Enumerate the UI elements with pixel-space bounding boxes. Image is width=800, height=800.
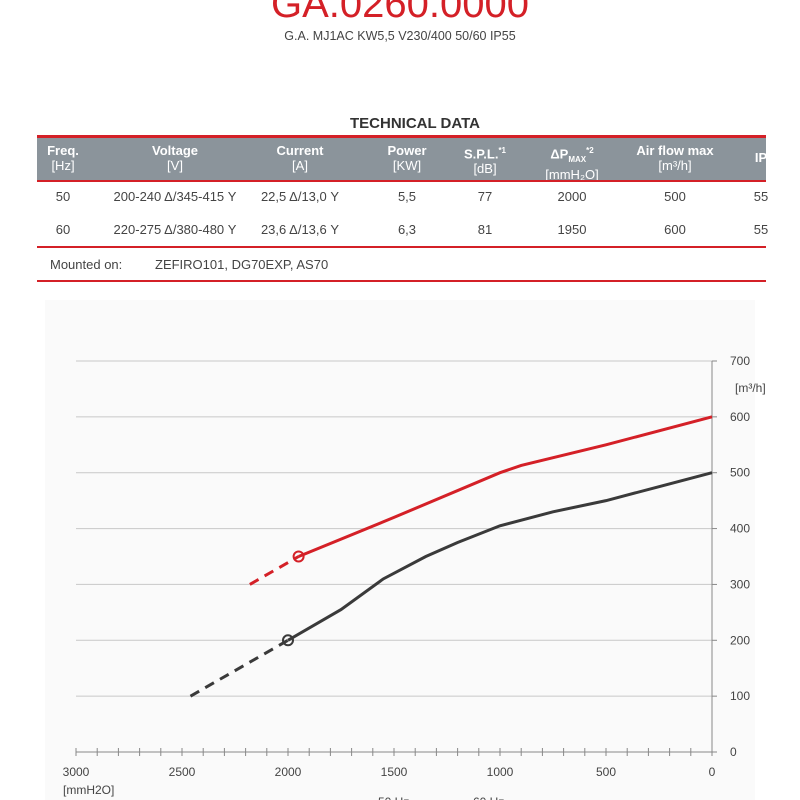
- table-cell: 500: [664, 189, 686, 204]
- table-cell: 6,3: [397, 222, 417, 237]
- table-cell: 200-240 Δ/345-415 Y: [113, 189, 237, 204]
- y-tick-label: 500: [730, 466, 750, 480]
- x-tick-label: 1500: [381, 765, 408, 779]
- table-cell: 1950: [557, 222, 587, 237]
- y-tick-label: 0: [730, 745, 737, 759]
- y-tick-label: 200: [730, 633, 750, 647]
- divider: [37, 135, 766, 139]
- column-header: Current [A]: [276, 143, 324, 173]
- y-tick-label: 600: [730, 410, 750, 424]
- y-tick-label: 700: [730, 354, 750, 368]
- mounted-value: ZEFIRO101, DG70EXP, AS70: [155, 257, 329, 272]
- product-code: GA.0260.0000: [271, 0, 529, 26]
- table-cell: 50: [55, 189, 71, 204]
- column-header: IP: [754, 150, 768, 165]
- legend-label: 60 Hz: [473, 795, 504, 800]
- x-axis-label: [mmH2O]: [63, 783, 114, 797]
- x-tick-label: 2000: [275, 765, 302, 779]
- series-dashed-line: [249, 555, 300, 586]
- column-header: ΔPMAX*2 [mmH₂O]: [545, 146, 599, 182]
- series-dashed-line: [189, 638, 289, 698]
- table-cell: 5,5: [397, 189, 417, 204]
- column-header: Freq. [Hz]: [47, 143, 79, 173]
- y-tick-label: 100: [730, 689, 750, 703]
- table-row: 50 200-240 Δ/345-415 Y 22,5 Δ/13,0 Y 5,5 77 2…: [37, 189, 768, 209]
- divider: [37, 280, 766, 282]
- table-cell: 22,5 Δ/13,0 Y: [260, 189, 340, 204]
- mounted-label: Mounted on:: [50, 257, 123, 272]
- column-header: Voltage [V]: [152, 143, 198, 173]
- x-tick-label: 1000: [487, 765, 514, 779]
- table-row: 60 220-275 Δ/380-480 Y 23,6 Δ/13,6 Y 6,3 81 1…: [37, 222, 768, 242]
- series-line: [287, 471, 713, 642]
- table-cell: 2000: [557, 189, 587, 204]
- y-tick-label: 400: [730, 522, 750, 536]
- column-header: Air flow max [m³/h]: [636, 143, 714, 173]
- y-tick-label: 300: [730, 577, 750, 591]
- y-axis-label: [m³/h]: [735, 381, 766, 395]
- series-line: [298, 415, 713, 558]
- product-subtitle: G.A. MJ1AC KW5,5 V230/400 50/60 IP55: [284, 29, 516, 43]
- table-cell: 60: [55, 222, 71, 237]
- x-tick-label: 2500: [169, 765, 196, 779]
- table-cell: 55: [753, 222, 769, 237]
- table-cell: 600: [664, 222, 686, 237]
- table-cell: 220-275 Δ/380-480 Y: [113, 222, 237, 237]
- table-title: TECHNICAL DATA: [350, 115, 480, 132]
- table-header: Freq. [Hz] Voltage [V] Current [A] Power [KW] S.…: [37, 138, 767, 182]
- column-header: S.P.L.*1 [dB]: [463, 146, 506, 177]
- table-cell: 23,6 Δ/13,6 Y: [260, 222, 340, 237]
- divider: [37, 180, 766, 182]
- series-marker: [282, 634, 294, 647]
- chart-background: [45, 300, 755, 800]
- table-cell: 77: [477, 189, 493, 204]
- x-tick-label: 500: [596, 765, 616, 779]
- series-marker: [292, 550, 305, 563]
- divider: [37, 246, 766, 248]
- x-tick-label: 3000: [63, 765, 90, 779]
- column-header: Power [KW]: [387, 143, 427, 173]
- legend-label: 50 Hz: [378, 795, 409, 800]
- table-cell: 81: [477, 222, 493, 237]
- x-tick-label: 0: [709, 765, 716, 779]
- table-cell: 55: [753, 189, 769, 204]
